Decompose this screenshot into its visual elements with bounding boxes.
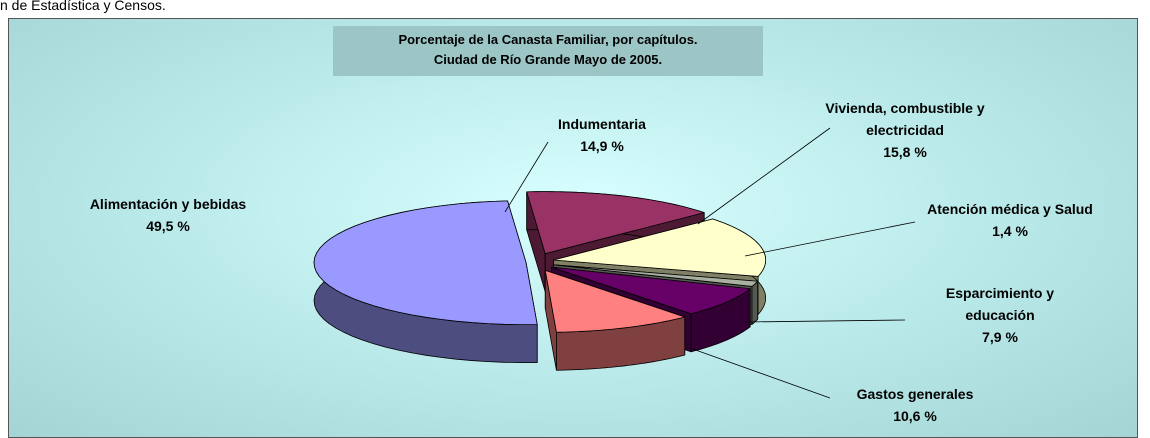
category-label: Alimentación y bebidas <box>89 196 247 212</box>
value-label: 7,9 % <box>982 329 1018 345</box>
leader-line <box>504 141 549 213</box>
slice <box>553 218 767 277</box>
chart-title: Porcentaje de la Canasta Familiar, por c… <box>398 32 698 47</box>
slice <box>526 191 705 255</box>
slice <box>551 266 751 315</box>
category-label: Gastos generales <box>856 386 974 402</box>
slice-label: Atención médica y Salud 1,4 % <box>900 198 1120 242</box>
slice-label: Indumentaria 14,9 % <box>502 113 702 157</box>
slice-side <box>751 280 759 325</box>
leader-line <box>697 127 831 225</box>
leader-line <box>744 319 906 323</box>
slice-label: Alimentación y bebidas 49,5 % <box>53 193 283 237</box>
value-label: 1,4 % <box>992 223 1028 239</box>
category-label: Vivienda, combustible y electricidad <box>825 100 985 138</box>
leader-line <box>689 347 831 399</box>
leader-line <box>744 221 916 257</box>
category-label: Esparcimiento y educación <box>945 285 1055 323</box>
category-label: Atención médica y Salud <box>927 201 1093 217</box>
value-label: 15,8 % <box>883 144 927 160</box>
source-note: n de Estadística y Censos. <box>0 0 166 13</box>
chart-subtitle: Ciudad de Río Grande Mayo de 2005. <box>433 52 663 67</box>
slice-label: Gastos generales 10,6 % <box>815 383 1015 427</box>
category-label: Indumentaria <box>558 116 646 132</box>
title-box: Porcentaje de la Canasta Familiar, por c… <box>333 26 763 76</box>
slice <box>544 269 686 333</box>
slice <box>552 264 759 287</box>
value-label: 14,9 % <box>580 138 624 154</box>
slice <box>313 200 538 326</box>
slice-label: Esparcimiento y educación 7,9 % <box>915 282 1085 348</box>
value-label: 10,6 % <box>893 408 937 424</box>
slice-label: Vivienda, combustible y electricidad 15,8… <box>805 97 1005 163</box>
value-label: 49,5 % <box>146 218 190 234</box>
